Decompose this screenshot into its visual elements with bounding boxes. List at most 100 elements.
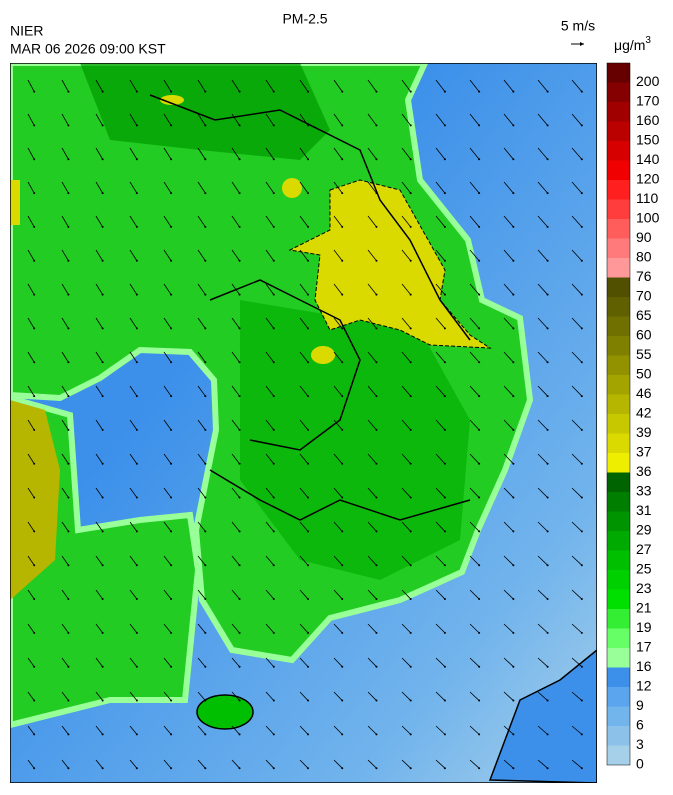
wind-arrowhead (67, 395, 70, 398)
wind-arrow (469, 419, 480, 431)
colorbar: 0369121617192123252729313336373942465055… (606, 62, 660, 772)
colorbar-segment (607, 589, 630, 609)
colorbar-label: 90 (636, 229, 652, 245)
wind-arrow (401, 725, 411, 735)
wind-arrow (469, 623, 480, 634)
wind-arrow (333, 385, 343, 397)
wind-arrowhead (478, 564, 481, 567)
wind-arrow (129, 249, 138, 261)
wind-arrow (367, 249, 377, 261)
wind-arrowhead (272, 767, 275, 770)
wind-arrowhead (478, 90, 481, 93)
wind-arrowhead (546, 124, 549, 127)
wind-arrowhead (546, 361, 549, 364)
unit: μg/m3 (614, 35, 651, 53)
wind-arrow (571, 181, 583, 194)
wind-arrow (435, 419, 446, 431)
wind-arrow (265, 249, 275, 261)
wind-arrow (129, 521, 138, 532)
wind-arrowhead (67, 598, 70, 601)
wind-arrow (265, 79, 275, 92)
wind-arrowhead (238, 598, 241, 601)
wind-arrowhead (101, 361, 104, 364)
wind-arrow (367, 691, 377, 701)
wind-arrowhead (67, 225, 70, 228)
wind-arrow (571, 657, 583, 668)
wind-arrowhead (341, 598, 344, 601)
wind-arrow (435, 317, 446, 329)
wind-arrowhead (135, 395, 138, 398)
wind-arrowhead (67, 631, 70, 634)
wind-arrowhead (341, 124, 344, 127)
wind-arrowhead (409, 462, 412, 465)
wind-arrowhead (67, 530, 70, 533)
wind-arrow (537, 657, 548, 668)
wind-arrow (299, 113, 309, 126)
wind-arrowhead (170, 293, 173, 296)
wind-arrowhead (238, 631, 241, 634)
wind-arrowhead (580, 631, 583, 634)
wind-arrow (537, 453, 548, 465)
wind-arrow (367, 657, 377, 667)
wind-arrow (571, 453, 583, 465)
wind-arrow (299, 453, 309, 464)
wind-arrowhead (375, 631, 378, 634)
wind-arrowhead (135, 293, 138, 296)
wind-arrowhead (67, 462, 70, 465)
wind-arrowhead (512, 192, 515, 195)
wind-arrow (503, 691, 514, 701)
colorbar-label: 70 (636, 288, 652, 304)
wind-arrow (163, 283, 172, 295)
wind-arrowhead (478, 158, 481, 161)
wind-arrowhead (33, 225, 36, 228)
wind-arrow (129, 759, 138, 769)
colorbar-frame (606, 62, 631, 766)
wind-arrow (129, 385, 138, 397)
wind-arrowhead (238, 395, 241, 398)
colorbar-segment (607, 453, 630, 473)
wind-arrow (367, 453, 377, 464)
wind-arrow (435, 521, 446, 532)
wind-arrow (571, 691, 583, 701)
wind-arrow (367, 725, 377, 735)
wind-arrowhead (409, 361, 412, 364)
wind-arrow (129, 79, 138, 92)
wind-arrow (61, 657, 69, 667)
colorbar-segment (607, 121, 630, 141)
wind-arrowhead (375, 665, 378, 668)
wind-arrowhead (170, 631, 173, 634)
wind-arrowhead (478, 327, 481, 330)
wind-arrowhead (170, 428, 173, 431)
wind-arrow (469, 521, 480, 532)
wind-arrowhead (546, 665, 549, 668)
wind-arrowhead (409, 564, 412, 567)
wind-arrow (299, 249, 309, 261)
wind-arrowhead (478, 124, 481, 127)
wind-arrowhead (375, 496, 378, 499)
wind-arrow (571, 623, 583, 634)
wind-arrowhead (204, 564, 207, 567)
wind-arrowhead (341, 395, 344, 398)
wind-arrowhead (580, 462, 583, 465)
wind-arrow (61, 215, 69, 228)
wind-arrowhead (238, 665, 241, 668)
wind-arrow (503, 385, 514, 397)
wind-arrow (163, 657, 172, 667)
boundaries (149, 94, 471, 521)
wind-arrow (95, 419, 103, 431)
colorbar-label: 31 (636, 502, 652, 518)
wind-arrowhead (67, 124, 70, 127)
colorbar-label: 37 (636, 444, 652, 460)
wind-arrowhead (580, 598, 583, 601)
wind-arrow (469, 249, 480, 262)
wind-arrow (197, 419, 206, 431)
wind-arrow (265, 453, 275, 464)
wind-arrow (333, 657, 343, 667)
wind-arrow (401, 759, 411, 769)
wind-arrow (401, 691, 411, 701)
wind-arrow (163, 79, 172, 92)
wind-arrow (61, 249, 69, 261)
wind-arrowhead (546, 259, 549, 262)
wind-arrow (571, 385, 583, 397)
wind-arrowhead (272, 428, 275, 431)
